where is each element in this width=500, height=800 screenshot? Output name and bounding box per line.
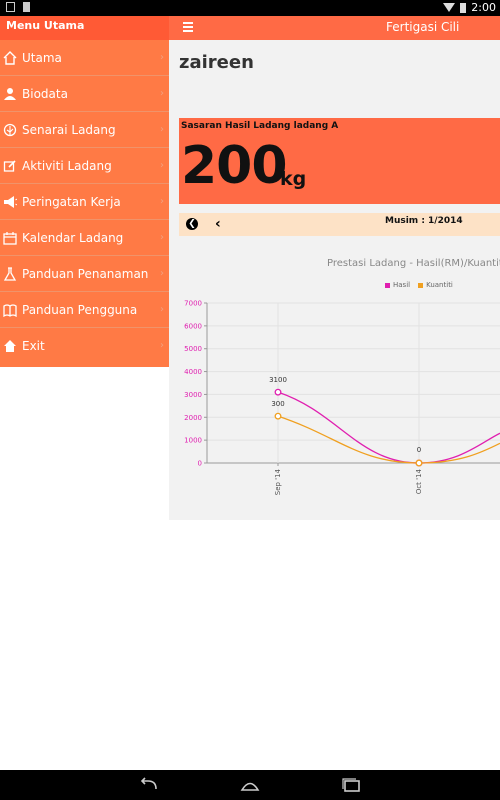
data-point-hasil	[274, 388, 282, 396]
target-yield-label: Sasaran Hasil Ladang ladang A	[181, 121, 339, 131]
season-label: Musim : 1/2014	[385, 216, 463, 226]
chevron-right-icon: ›	[160, 124, 164, 135]
menu-item-label: Exit	[22, 339, 45, 353]
app-bar: Fertigasi Cili	[169, 16, 500, 40]
home-filled-icon	[4, 340, 16, 352]
image-notification-icon	[6, 2, 15, 12]
leaf-icon	[3, 123, 17, 137]
previous-season-icon[interactable]: ‹	[215, 216, 221, 232]
menu-item-label: Panduan Pengguna	[22, 303, 138, 317]
legend-item-hasil: Hasil	[385, 281, 410, 289]
data-label: 0	[417, 446, 421, 454]
home-outline-icon	[3, 51, 17, 65]
legend-item-kuantiti: Kuantiti	[418, 281, 453, 289]
chart-title: Prestasi Ladang - Hasil(RM)/Kuantiti(K	[327, 258, 500, 269]
system-nav-bar	[0, 770, 500, 800]
y-tick-label: 7000	[184, 300, 202, 308]
storage-notification-icon	[23, 2, 30, 12]
menu-item-label: Utama	[22, 51, 62, 65]
chevron-right-icon: ›	[160, 52, 164, 63]
flask-icon	[3, 267, 17, 281]
chevron-right-icon: ›	[160, 88, 164, 99]
chevron-right-icon: ›	[160, 232, 164, 243]
menu-item-biodata[interactable]: Biodata ›	[0, 76, 169, 112]
data-label: 300	[271, 400, 284, 408]
first-season-icon[interactable]: ❮	[186, 218, 198, 230]
drawer-header: Menu Utama	[0, 16, 169, 40]
calendar-icon	[3, 232, 17, 245]
series-line-hasil	[277, 391, 500, 464]
book-icon	[3, 304, 17, 317]
status-time: 2:00	[471, 1, 496, 14]
megaphone-icon	[4, 196, 17, 208]
menu-item-label: Kalendar Ladang	[22, 231, 124, 245]
chevron-right-icon: ›	[160, 268, 164, 279]
y-tick-label: 1000	[184, 437, 202, 445]
menu-item-senarai-ladang[interactable]: Senarai Ladang ›	[0, 112, 169, 148]
menu-item-label: Biodata	[22, 87, 68, 101]
series-line-kuantiti	[277, 415, 500, 464]
battery-icon	[460, 2, 467, 13]
menu-item-label: Peringatan Kerja	[22, 195, 121, 209]
drawer-title: Menu Utama	[6, 19, 85, 32]
y-tick-label: 0	[198, 460, 202, 468]
edit-icon	[3, 160, 16, 172]
menu-item-panduan-pengguna[interactable]: Panduan Pengguna ›	[0, 292, 169, 328]
legend-label-hasil: Hasil	[393, 281, 411, 289]
menu-item-panduan-penanaman[interactable]: Panduan Penanaman ›	[0, 256, 169, 292]
data-label: 3100	[269, 376, 287, 384]
data-point-kuantiti	[274, 412, 282, 420]
app-title: Fertigasi Cili	[386, 20, 460, 34]
y-tick-label: 3000	[184, 391, 202, 399]
legend-label-kuantiti: Kuantiti	[426, 281, 453, 289]
menu-item-label: Panduan Penanaman	[22, 267, 149, 281]
season-bar: ❮ ‹ Musim : 1/2014	[179, 213, 500, 236]
recent-apps-icon[interactable]	[340, 777, 362, 793]
navigation-drawer: Utama › Biodata › Senarai Ladang › Aktiviti La…	[0, 40, 169, 367]
chevron-right-icon: ›	[160, 160, 164, 171]
chevron-right-icon: ›	[160, 196, 164, 207]
y-tick-label: 2000	[184, 414, 202, 422]
data-point-kuantiti	[415, 459, 423, 467]
menu-item-aktiviti-ladang[interactable]: Aktiviti Ladang ›	[0, 148, 169, 184]
status-bar: 2:00	[0, 0, 500, 16]
menu-item-label: Aktiviti Ladang	[22, 159, 112, 173]
back-icon[interactable]	[138, 777, 160, 793]
target-yield-unit: kg	[280, 168, 307, 190]
y-tick-label: 4000	[184, 368, 202, 376]
menu-item-kalendar-ladang[interactable]: Kalendar Ladang ›	[0, 220, 169, 256]
menu-item-utama[interactable]: Utama ›	[0, 40, 169, 76]
home-icon[interactable]	[239, 777, 261, 793]
menu-item-label: Senarai Ladang	[22, 123, 116, 137]
hamburger-menu-icon[interactable]	[183, 22, 193, 32]
legend-swatch-kuantiti	[418, 282, 424, 288]
main-content: zaireen Sasaran Hasil Ladang ladang A 20…	[169, 40, 500, 520]
username-heading: zaireen	[179, 52, 254, 73]
target-yield-value: 200	[181, 136, 288, 196]
menu-item-exit[interactable]: Exit ›	[0, 328, 169, 364]
x-tick-label: Oct '14	[415, 468, 423, 494]
chevron-right-icon: ›	[160, 304, 164, 315]
chevron-right-icon: ›	[160, 340, 164, 351]
menu-item-peringatan-kerja[interactable]: Peringatan Kerja ›	[0, 184, 169, 220]
performance-chart: Prestasi Ladang - Hasil(RM)/Kuantiti(K H…	[169, 245, 500, 520]
legend-swatch-hasil	[385, 282, 390, 288]
y-tick-label: 6000	[184, 322, 202, 330]
wifi-icon	[443, 3, 456, 12]
person-icon	[4, 88, 16, 100]
chart-legend: Hasil Kuantiti	[385, 281, 453, 289]
target-yield-card: Sasaran Hasil Ladang ladang A 200 kg	[179, 118, 500, 204]
y-tick-label: 5000	[184, 345, 202, 353]
x-tick-label: Sep '14	[274, 468, 282, 495]
